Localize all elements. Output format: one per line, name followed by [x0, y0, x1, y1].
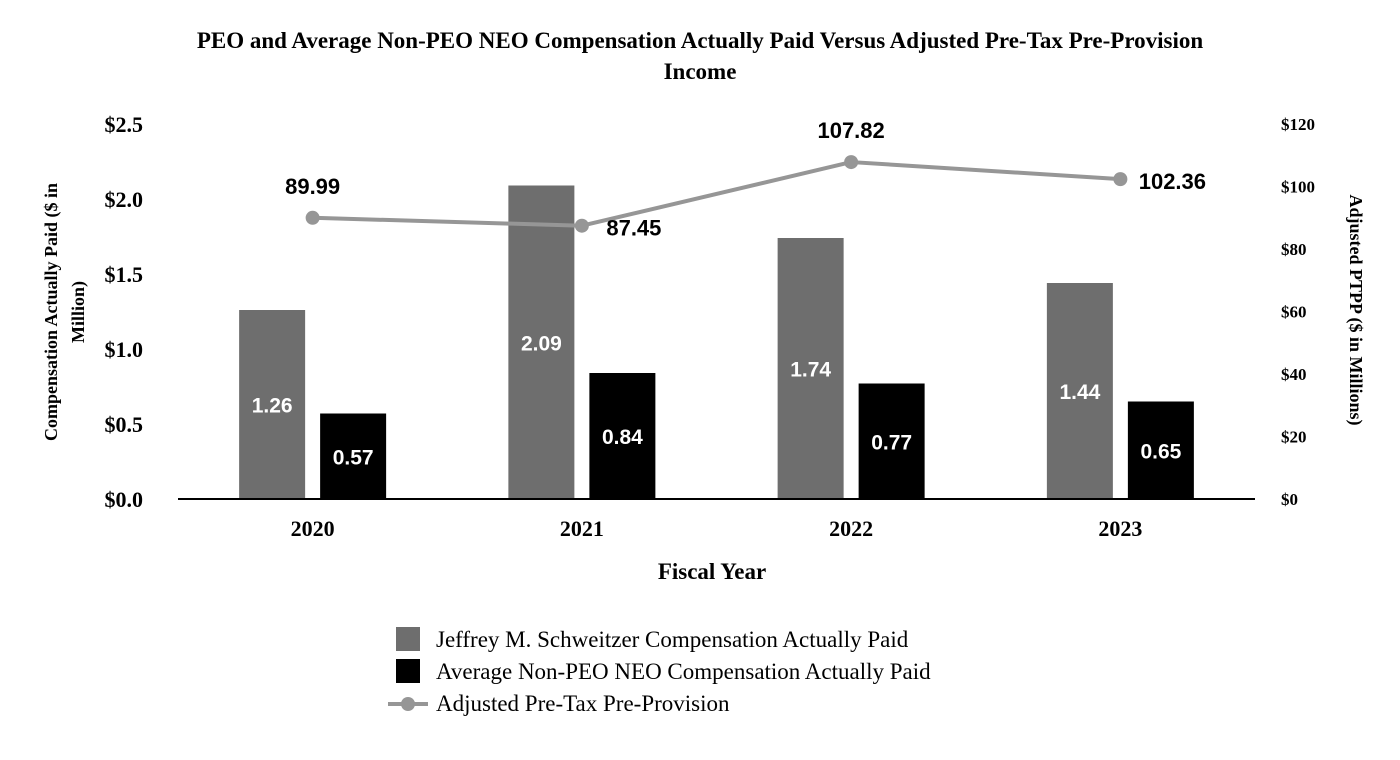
- bar-value-label: 1.44: [1059, 381, 1100, 404]
- bar-value-label: 1.26: [252, 395, 293, 418]
- chart-title-line-2: Income: [664, 59, 737, 84]
- bar-neo: [320, 413, 387, 499]
- bar-value-label: 0.84: [602, 426, 643, 449]
- legend-swatch-neo: [396, 659, 420, 683]
- ptpp-value-label: 89.99: [285, 174, 340, 199]
- ptpp-value-label: 107.82: [817, 118, 884, 143]
- bar-neo: [858, 383, 925, 499]
- bar-value-label: 0.65: [1140, 440, 1181, 463]
- y-tick-label: $2.5: [105, 112, 144, 137]
- y-tick-label: $0.0: [105, 487, 144, 512]
- ptpp-point: [1113, 172, 1128, 187]
- legend-line-marker: [401, 697, 415, 711]
- bar-neo: [589, 373, 656, 499]
- bar-peo: [508, 185, 575, 499]
- ptpp-series-line: [312, 160, 1121, 228]
- ptpp-value-label: 102.36: [1139, 169, 1206, 194]
- bar-peo: [1046, 283, 1113, 499]
- y2-tick-label: $0: [1281, 490, 1298, 509]
- bar-value-label: 1.74: [790, 359, 831, 382]
- bar-value-label: 0.57: [333, 446, 374, 469]
- legend-label-neo: Average Non-PEO NEO Compensation Actuall…: [436, 659, 931, 684]
- legend-swatch-peo: [396, 627, 420, 651]
- bar-value-label: 2.09: [521, 332, 562, 355]
- legend-label-ptpp: Adjusted Pre-Tax Pre-Provision: [436, 691, 730, 716]
- y-tick-label: $2.0: [105, 187, 144, 212]
- y-tick-label: $1.0: [105, 337, 144, 362]
- x-tick-label: 2023: [1098, 516, 1142, 541]
- y2-tick-label: $60: [1281, 303, 1307, 322]
- ptpp-point: [305, 210, 320, 225]
- y-tick-label: $0.5: [105, 412, 144, 437]
- ptpp-point: [844, 155, 859, 170]
- bar-peo: [239, 310, 306, 499]
- y2-tick-label: $120: [1281, 115, 1315, 134]
- y-axis-label-line-2: Million): [68, 281, 89, 343]
- bar-peo: [777, 238, 844, 499]
- legend-label-peo: Jeffrey M. Schweitzer Compensation Actua…: [436, 627, 909, 652]
- bar-neo: [1127, 401, 1194, 499]
- y-axis-label-line-1: Compensation Actually Paid ($ in: [41, 183, 62, 441]
- y2-tick-label: $100: [1281, 178, 1315, 197]
- ptpp-point: [574, 218, 589, 233]
- x-tick-label: 2022: [829, 516, 873, 541]
- legend: Jeffrey M. Schweitzer Compensation Actua…: [388, 627, 931, 716]
- ptpp-value-label: 87.45: [606, 216, 661, 241]
- x-axis-label: Fiscal Year: [658, 559, 766, 584]
- chart-title-line-1: PEO and Average Non-PEO NEO Compensation…: [197, 28, 1204, 53]
- y-tick-label: $1.5: [105, 262, 144, 287]
- plot-area: $0.0 $0.5 $1.0 $1.5 $2.0 $2.5 $0 $20 $40 $60 $80 $1…: [105, 112, 1316, 541]
- x-tick-label: 2021: [560, 516, 604, 541]
- bar-value-label: 0.77: [871, 431, 912, 454]
- y2-tick-label: $20: [1281, 428, 1307, 447]
- y2-axis-label: Adjusted PTPP ($ in Millions): [1345, 194, 1366, 425]
- y2-tick-label: $40: [1281, 365, 1307, 384]
- x-tick-label: 2020: [291, 516, 335, 541]
- y2-tick-label: $80: [1281, 240, 1307, 259]
